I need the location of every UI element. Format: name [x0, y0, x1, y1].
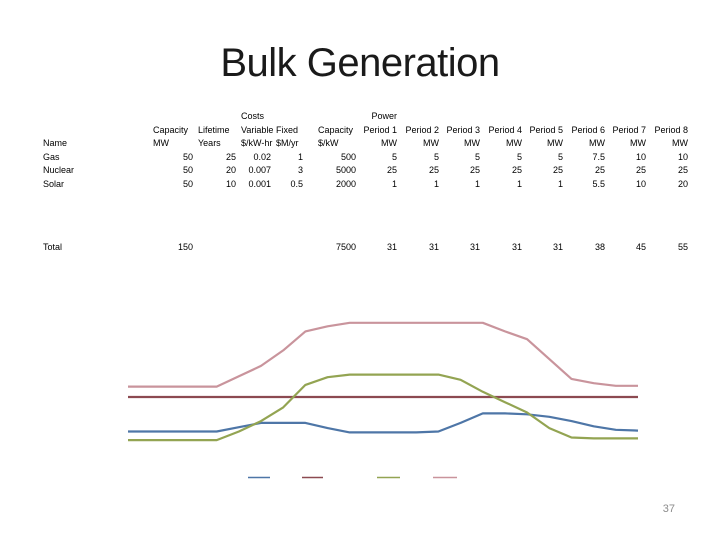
table-cell: MW [153, 138, 169, 148]
table-cell: 31 [386, 242, 397, 252]
table-cell: 0.001 [248, 178, 271, 189]
table-cell: 0.02 [253, 151, 271, 162]
table-cell: Capacity [318, 124, 354, 135]
table-cell: Fixed [276, 124, 299, 135]
table-cell: 10 [635, 178, 646, 189]
generation-table: Costs Power Capacity Lifetime Variable Fixed C… [43, 110, 693, 255]
table-cell: 5.5 [592, 178, 605, 189]
table-cell: 25 [677, 165, 688, 175]
table-cell: 0.007 [248, 165, 271, 175]
table-cell: MW [589, 138, 605, 148]
table-row: Nuclear 50 20 0.007 3 5000 25 25 25 25 25 25 25 25 [43, 164, 693, 178]
table-cell: 31 [511, 242, 522, 252]
table-cell: Power [371, 111, 397, 121]
table-cell: MW [630, 138, 646, 148]
table-cell: Total [43, 242, 63, 252]
table-cell: 25 [386, 165, 397, 175]
table-cell: MW [506, 138, 522, 148]
table-cell: 500 [340, 151, 356, 162]
table-cell: Solar [43, 178, 65, 189]
table-cell: 2000 [335, 178, 356, 189]
gas-line [128, 412, 639, 434]
table-cell: 31 [428, 242, 439, 252]
table-cell: 31 [469, 242, 480, 252]
table-cell: Lifetime [198, 124, 230, 135]
table-cell: 38 [594, 242, 605, 252]
table-cell: 1 [433, 178, 439, 189]
table-cell: Period 7 [612, 124, 646, 135]
table-cell: 25 [552, 165, 563, 175]
table-cell: 1 [297, 151, 303, 162]
table-cell: Period 4 [488, 124, 522, 135]
table-cell: 55 [677, 242, 688, 252]
table-cell: Period 6 [571, 124, 605, 135]
table-cell: 150 [177, 242, 193, 252]
table-cell: 25 [594, 165, 605, 175]
table-cell: 0.5 [290, 178, 303, 189]
table-cell: 1 [391, 178, 397, 189]
table-cell: Years [198, 138, 221, 148]
table-cell: 25 [511, 165, 522, 175]
table-cell: Gas [43, 151, 60, 162]
table-header-row: Capacity Lifetime Variable Fixed Capacity Per… [43, 124, 693, 138]
table-cell: Costs [241, 111, 265, 121]
table-row: Gas 50 25 0.02 1 500 5 5 5 5 5 7.5 10 10 [43, 151, 693, 165]
table-total-row: Total 150 7500 31 31 31 31 31 38 45 55 [43, 241, 693, 255]
table-cell: 25 [225, 151, 236, 162]
table-cell: 10 [677, 151, 688, 162]
table-cell: 10 [225, 178, 236, 189]
table-cell: $/kW [318, 138, 339, 148]
table-row: Solar 50 10 0.001 0.5 2000 1 1 1 1 1 5.5 10 20 [43, 178, 693, 192]
table-cell: 5 [391, 151, 397, 162]
table-cell: 5 [433, 151, 439, 162]
table-cell: 5 [516, 151, 522, 162]
solar-line [128, 373, 638, 442]
table-cell: 5 [474, 151, 480, 162]
table-cell: Capacity [153, 124, 189, 135]
table-cell: Name [43, 138, 68, 148]
table-cell: 5000 [335, 165, 356, 175]
table-cell: 50 [182, 178, 193, 189]
table-cell: 7500 [335, 242, 356, 252]
table-cell: 1 [474, 178, 480, 189]
table-units-row: Name MW Years $/kW-hr $M/yr $/kW MW MW MW MW MW MW M… [43, 137, 693, 151]
table-cell: 10 [635, 151, 646, 162]
table-cell: 25 [428, 165, 439, 175]
table-cell: 20 [225, 165, 236, 175]
table-cell: Nuclear [43, 165, 75, 175]
table-cell: $/kW-hr [241, 138, 273, 148]
table-cell: MW [547, 138, 563, 148]
table-cell: 3 [297, 165, 303, 175]
table-cell: Period 3 [446, 124, 480, 135]
table-cell: Period 2 [405, 124, 439, 135]
table-cell: Period 1 [363, 124, 397, 135]
table-cell: MW [423, 138, 439, 148]
slide-title: Bulk Generation [220, 41, 500, 85]
table-cell: 1 [557, 178, 563, 189]
table-cell: 31 [552, 242, 563, 252]
load-line [128, 321, 638, 388]
page-number: 37 [662, 503, 675, 515]
table-cell: Period 5 [529, 124, 563, 135]
table-cell: 5 [557, 151, 563, 162]
table-cell: MW [464, 138, 480, 148]
table-cell: 7.5 [592, 151, 605, 162]
table-cell: 1 [516, 178, 522, 189]
table-cell: 20 [677, 178, 688, 189]
table-cell: Variable [241, 124, 274, 135]
table-cell: MW [381, 138, 397, 148]
table-cell: $M/yr [276, 138, 299, 148]
table-cell: Period 8 [654, 124, 688, 135]
table-superheader-row: Costs Power [43, 110, 693, 124]
table-cell: MW [672, 138, 688, 148]
table-cell: 25 [635, 165, 646, 175]
table-cell: 50 [182, 151, 193, 162]
table-cell: 25 [469, 165, 480, 175]
table-cell: 45 [635, 242, 646, 252]
table-cell: 50 [182, 165, 193, 175]
